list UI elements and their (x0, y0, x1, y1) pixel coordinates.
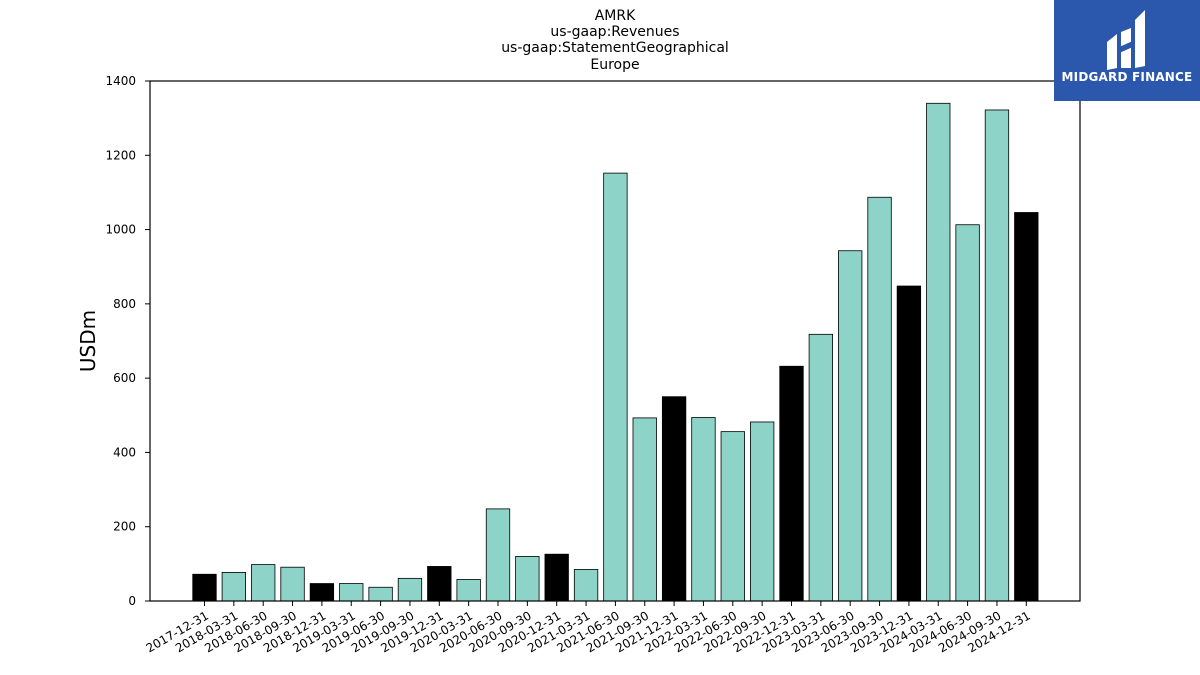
y-tick-label: 600 (113, 371, 136, 385)
bar-2020-09-30 (515, 556, 540, 602)
bar-2022-03-31 (691, 417, 716, 602)
bar-2021-03-31 (573, 569, 599, 602)
bar-2023-09-30 (867, 196, 892, 602)
bar-2020-06-30 (485, 508, 511, 602)
bar-2019-06-30 (368, 586, 393, 602)
bar-2021-09-30 (632, 417, 657, 602)
chart-title-member: Europe (590, 57, 639, 73)
y-axis: 0 200 400 600 800 1000 1200 1400 (105, 74, 150, 608)
bar-2024-09-30 (984, 109, 1010, 602)
y-tick-label: 1200 (105, 148, 136, 162)
bar-2019-03-31 (339, 583, 364, 602)
bar-2024-12-31 (1014, 212, 1039, 602)
bar-2019-09-30 (397, 577, 423, 602)
bar-2021-06-30 (603, 172, 628, 602)
bar-2024-03-31 (926, 102, 951, 602)
bar-2018-12-31 (309, 583, 335, 602)
bars-group (192, 102, 1039, 602)
bar-2018-09-30 (280, 566, 305, 602)
bar-2018-03-31 (221, 572, 247, 602)
y-tick-label: 800 (113, 297, 136, 311)
bar-2022-12-31 (779, 365, 804, 602)
y-tick-label: 0 (128, 594, 136, 608)
chart-title-axis: us-gaap:StatementGeographical (501, 40, 729, 56)
plot-frame (149, 80, 1081, 602)
bar-2020-12-31 (544, 553, 569, 602)
x-axis: 2017-12-312018-03-312018-06-302018-09-30… (144, 601, 1033, 655)
bar-2022-09-30 (750, 421, 775, 602)
bar-2018-06-30 (251, 564, 276, 602)
bar-2021-12-31 (661, 396, 687, 602)
bar-2020-03-31 (456, 579, 481, 602)
chart-title-concept: us-gaap:Revenues (550, 24, 679, 40)
bar-2023-03-31 (808, 333, 833, 602)
y-tick-label: 1000 (105, 223, 136, 237)
bar-2022-06-30 (720, 431, 745, 602)
bar-2024-06-30 (955, 224, 980, 602)
y-tick-label: 200 (113, 520, 136, 534)
bar-2023-12-31 (896, 285, 922, 602)
logo-text: MIDGARD FINANCE (1061, 70, 1193, 84)
bar-2023-06-30 (838, 250, 863, 602)
bar-2019-12-31 (427, 566, 452, 602)
y-tick-label: 400 (113, 445, 136, 459)
midgard-logo-icon (1107, 10, 1145, 70)
chart-title-ticker: AMRK (595, 8, 636, 24)
y-axis-label: USDm (76, 310, 100, 372)
midgard-finance-logo: MIDGARD FINANCE (1054, 0, 1200, 101)
bar-2017-12-31 (192, 573, 217, 602)
y-tick-label: 1400 (105, 74, 136, 88)
